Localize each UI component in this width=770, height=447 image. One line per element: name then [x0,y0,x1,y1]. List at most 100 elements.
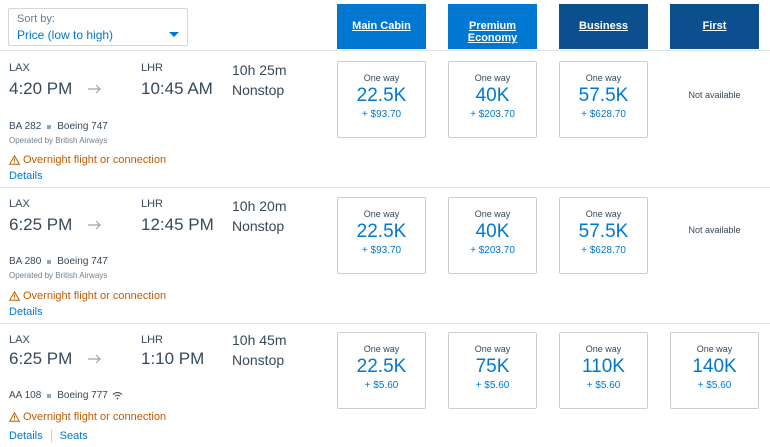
fare-premium-economy[interactable]: One way 40K + $203.70 [448,61,537,138]
fare-miles: 57.5K [578,221,629,242]
details-link[interactable]: Details [9,430,43,442]
seats-link[interactable]: Seats [59,430,88,442]
arrive-time: 10:45 AM [141,79,213,98]
flight-info: BA 280 Boeing 747 [9,256,108,267]
flight-duration: 10h 25m [232,62,287,78]
cabin-header-first[interactable]: First [670,4,759,49]
cabin-header-label: First [702,20,727,32]
fare-tax: + $628.70 [581,109,626,120]
flight-links: Details Seats [9,430,88,442]
divider [0,323,770,324]
depart-time: 6:25 PM [9,215,73,234]
first-not-available: Not available [688,225,741,235]
fare-business[interactable]: One way 57.5K + $628.70 [559,197,648,274]
fare-tax: + $93.70 [361,245,402,256]
fare-label: One way [363,344,400,354]
fare-label: One way [474,209,511,219]
flight-duration: 10h 45m [232,332,287,348]
cabin-header-label: Main Cabin [352,20,411,32]
stops: Nonstop [232,82,285,98]
fare-miles: 110K [582,356,625,377]
fare-tax: + $5.60 [475,380,510,391]
fare-miles: 75K [475,356,510,377]
separator-dot [47,393,52,398]
arrive-time: 1:10 PM [141,349,205,368]
fare-miles: 40K [475,85,510,106]
fare-miles: 22.5K [356,356,407,377]
warning-icon [9,155,20,165]
first-not-available: Not available [688,90,741,100]
origin-code: LAX [9,198,30,210]
warning-text: Overnight flight or connection [23,154,167,166]
cabin-header-premium-economy[interactable]: Premium Economy [448,4,537,49]
fare-premium-economy[interactable]: One way 75K + $5.60 [448,332,537,409]
separator-dot [47,124,52,129]
fare-tax: + $203.70 [470,109,515,120]
cabin-header-business[interactable]: Business [559,4,648,49]
fare-main-cabin[interactable]: One way 22.5K + $5.60 [337,332,426,409]
fare-business[interactable]: One way 57.5K + $628.70 [559,61,648,138]
fare-label: One way [585,73,622,83]
fare-tax: + $628.70 [581,245,626,256]
aircraft: Boeing 747 [57,121,108,132]
arrive-time: 12:45 PM [141,215,214,234]
fare-miles: 140K [692,356,737,377]
link-separator [50,430,52,442]
fare-label: One way [585,344,622,354]
overnight-warning: Overnight flight or connection [9,411,166,423]
fare-tax: + $5.60 [364,380,399,391]
divider [0,187,770,188]
overnight-warning: Overnight flight or connection [9,154,166,166]
fare-main-cabin[interactable]: One way 22.5K + $93.70 [337,61,426,138]
fare-label: One way [363,73,400,83]
fare-miles: 22.5K [356,221,407,242]
origin-code: LAX [9,62,30,74]
sort-label: Sort by: [17,13,55,25]
fare-tax: + $5.60 [697,380,732,391]
fare-label: One way [585,209,622,219]
flight-row: LAX 6:25 PM LHR 1:10 PM 10h 45m Nonstop … [0,323,770,447]
details-link[interactable]: Details [9,170,43,182]
warning-icon [9,412,20,422]
flight-links: Details [9,306,43,318]
fare-label: One way [363,209,400,219]
depart-time: 4:20 PM [9,79,73,98]
fare-label: One way [474,73,511,83]
arrow-right-icon [88,354,101,364]
destination-code: LHR [141,62,164,74]
aircraft: Boeing 747 [57,256,108,267]
destination-code: LHR [141,198,164,210]
depart-time: 6:25 PM [9,349,73,368]
flight-number: AA 108 [9,390,42,401]
fare-first[interactable]: One way 140K + $5.60 [670,332,759,409]
fare-premium-economy[interactable]: One way 40K + $203.70 [448,197,537,274]
destination-code: LHR [141,334,164,346]
operated-by: Operated by British Airways [9,271,108,280]
flight-row: LAX 4:20 PM LHR 10:45 AM 10h 25m Nonstop… [0,51,770,186]
fare-miles: 40K [475,221,510,242]
origin-code: LAX [9,334,30,346]
sort-dropdown[interactable]: Sort by: Price (low to high) [8,8,188,46]
stops: Nonstop [232,352,285,368]
details-link[interactable]: Details [9,306,43,318]
flight-info: BA 282 Boeing 747 [9,121,108,132]
flight-number: BA 280 [9,256,42,267]
arrow-right-icon [88,220,101,230]
chevron-down-icon [169,32,179,37]
fare-business[interactable]: One way 110K + $5.60 [559,332,648,409]
warning-text: Overnight flight or connection [23,290,167,302]
wifi-icon [112,392,123,400]
cabin-header-label: Business [579,20,628,32]
fare-tax: + $203.70 [470,245,515,256]
flight-duration: 10h 20m [232,198,287,214]
cabin-header-main[interactable]: Main Cabin [337,4,426,49]
fare-miles: 22.5K [356,85,407,106]
fare-tax: + $5.60 [586,380,621,391]
fare-label: One way [474,344,511,354]
flight-row: LAX 6:25 PM LHR 12:45 PM 10h 20m Nonstop… [0,187,770,322]
warning-icon [9,291,20,301]
fare-main-cabin[interactable]: One way 22.5K + $93.70 [337,197,426,274]
aircraft: Boeing 777 [57,390,108,401]
sort-value: Price (low to high) [17,28,114,42]
cabin-header-label: Premium Economy [467,20,518,44]
